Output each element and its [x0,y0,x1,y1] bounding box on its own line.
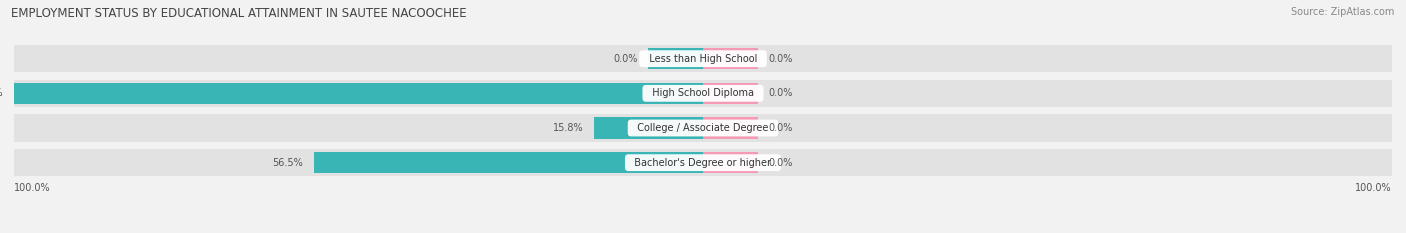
Bar [703,45,1392,72]
Bar [703,152,758,173]
Text: Source: ZipAtlas.com: Source: ZipAtlas.com [1291,7,1395,17]
Text: 0.0%: 0.0% [769,54,793,64]
Bar [14,149,703,176]
Text: High School Diploma: High School Diploma [645,88,761,98]
Text: 0.0%: 0.0% [613,54,637,64]
Bar [595,117,703,139]
Text: 100.0%: 100.0% [14,183,51,193]
Text: 56.5%: 56.5% [273,158,304,168]
Text: College / Associate Degree: College / Associate Degree [631,123,775,133]
Text: 100.0%: 100.0% [0,88,4,98]
Bar [703,48,758,69]
Bar [14,80,703,107]
Bar [648,48,703,69]
Text: Bachelor's Degree or higher: Bachelor's Degree or higher [628,158,778,168]
Bar [703,114,1392,141]
Text: 0.0%: 0.0% [769,88,793,98]
Text: 0.0%: 0.0% [769,158,793,168]
Bar [14,45,703,72]
Text: Less than High School: Less than High School [643,54,763,64]
Bar [703,80,1392,107]
Bar [14,114,703,141]
Text: 100.0%: 100.0% [1355,183,1392,193]
Bar [703,82,758,104]
Text: 0.0%: 0.0% [769,123,793,133]
Bar [703,149,1392,176]
Text: 15.8%: 15.8% [553,123,583,133]
Bar [703,117,758,139]
Bar [314,152,703,173]
Bar [14,82,703,104]
Text: EMPLOYMENT STATUS BY EDUCATIONAL ATTAINMENT IN SAUTEE NACOOCHEE: EMPLOYMENT STATUS BY EDUCATIONAL ATTAINM… [11,7,467,20]
